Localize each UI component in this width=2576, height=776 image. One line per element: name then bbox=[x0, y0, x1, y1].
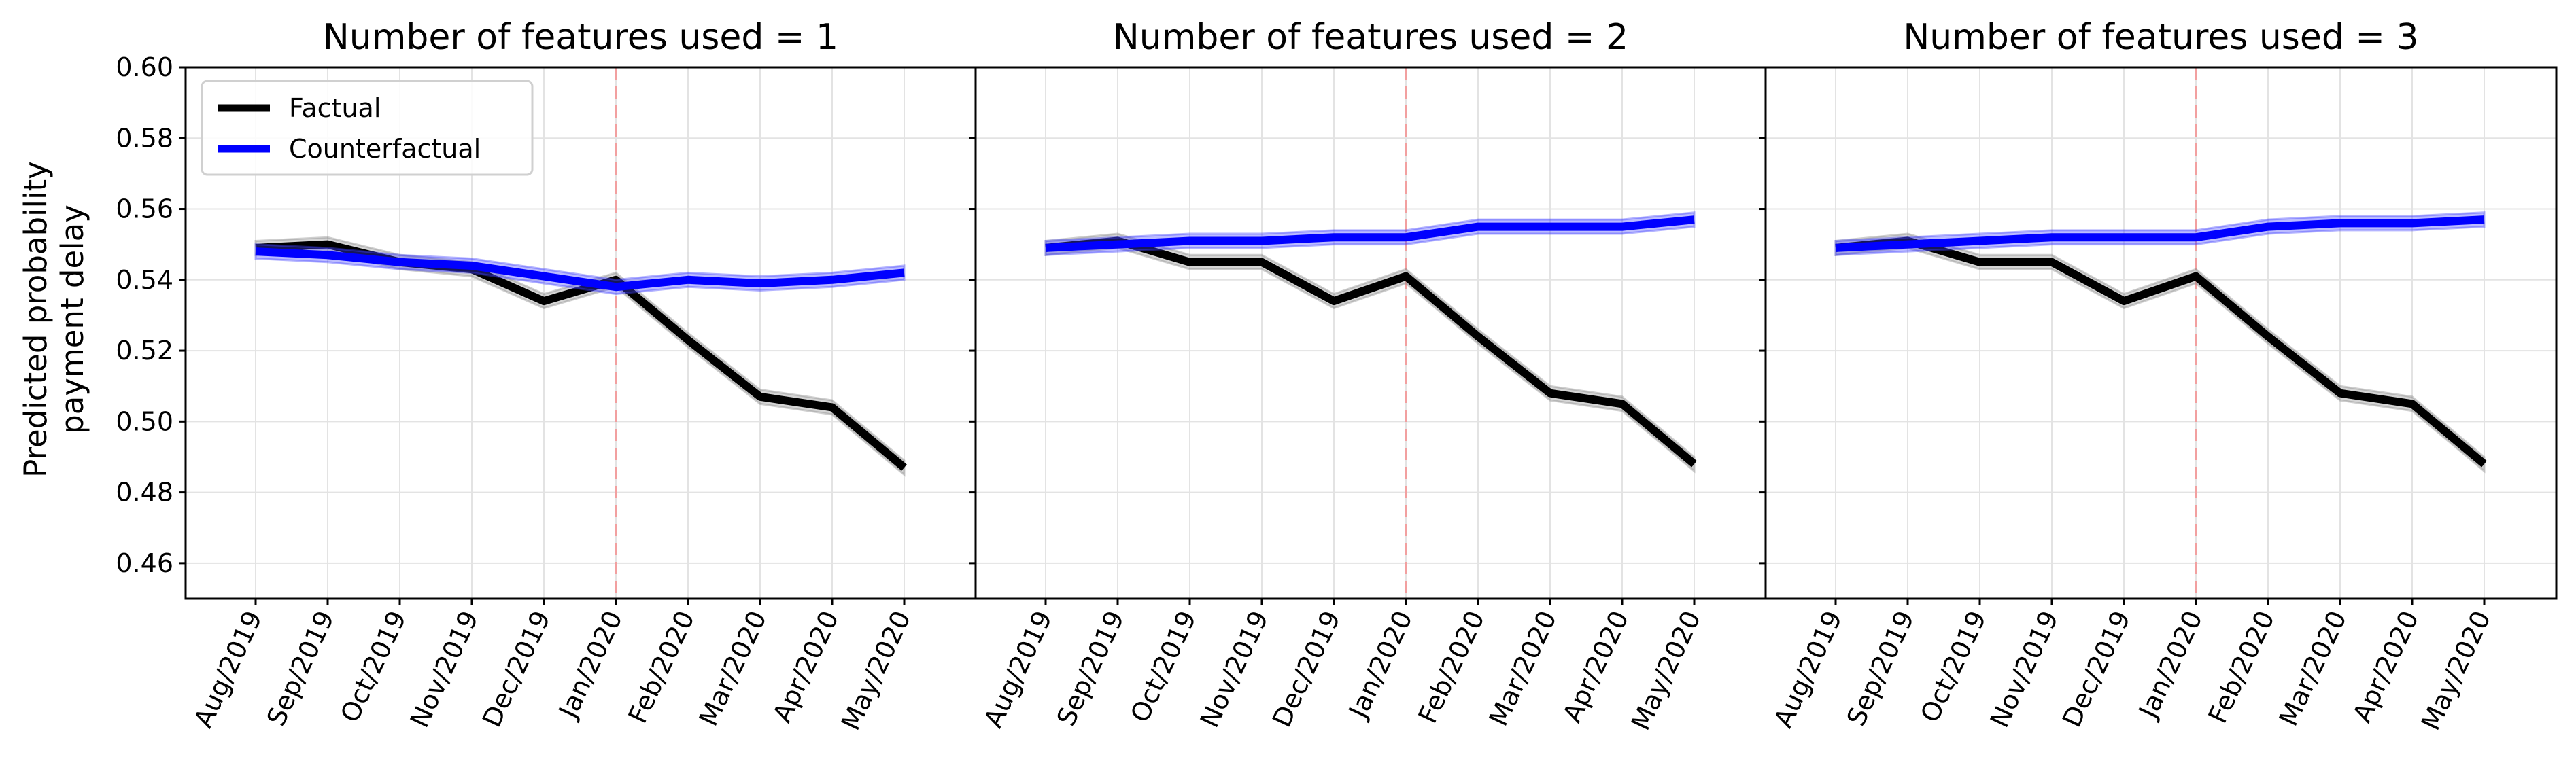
series-line-counterfactual bbox=[1835, 215, 2485, 252]
y-tick-label: 0.48 bbox=[116, 478, 173, 508]
series-line-factual bbox=[1045, 236, 1697, 468]
y-tick-label: 0.46 bbox=[116, 548, 173, 578]
plot-frame bbox=[1764, 66, 2558, 600]
series-line-counterfactual bbox=[255, 247, 905, 292]
band-factual bbox=[1044, 232, 1696, 474]
panel-title: Number of features used = 3 bbox=[1903, 17, 2418, 58]
y-tick-label: 0.52 bbox=[116, 336, 173, 366]
y-tick-label: 0.54 bbox=[116, 265, 173, 295]
legend-label-counterfactual: Counterfactual bbox=[289, 134, 481, 164]
y-tick-label: 0.60 bbox=[116, 52, 173, 82]
legend-box bbox=[201, 80, 534, 176]
panel-title: Number of features used = 1 bbox=[323, 17, 838, 58]
series-line-factual bbox=[255, 240, 907, 471]
band-factual bbox=[1834, 232, 2486, 474]
y-tick-label: 0.56 bbox=[116, 194, 173, 224]
series-line-factual bbox=[1835, 236, 2487, 468]
legend-label-factual: Factual bbox=[289, 93, 381, 123]
y-axis-label-line1: Predicted probability bbox=[18, 161, 54, 478]
y-axis-label-line2: payment delay bbox=[54, 205, 90, 434]
series-line-counterfactual bbox=[1045, 215, 1695, 252]
y-tick-label: 0.50 bbox=[116, 406, 173, 436]
y-tick-label: 0.58 bbox=[116, 123, 173, 153]
panel-title: Number of features used = 2 bbox=[1113, 17, 1628, 58]
